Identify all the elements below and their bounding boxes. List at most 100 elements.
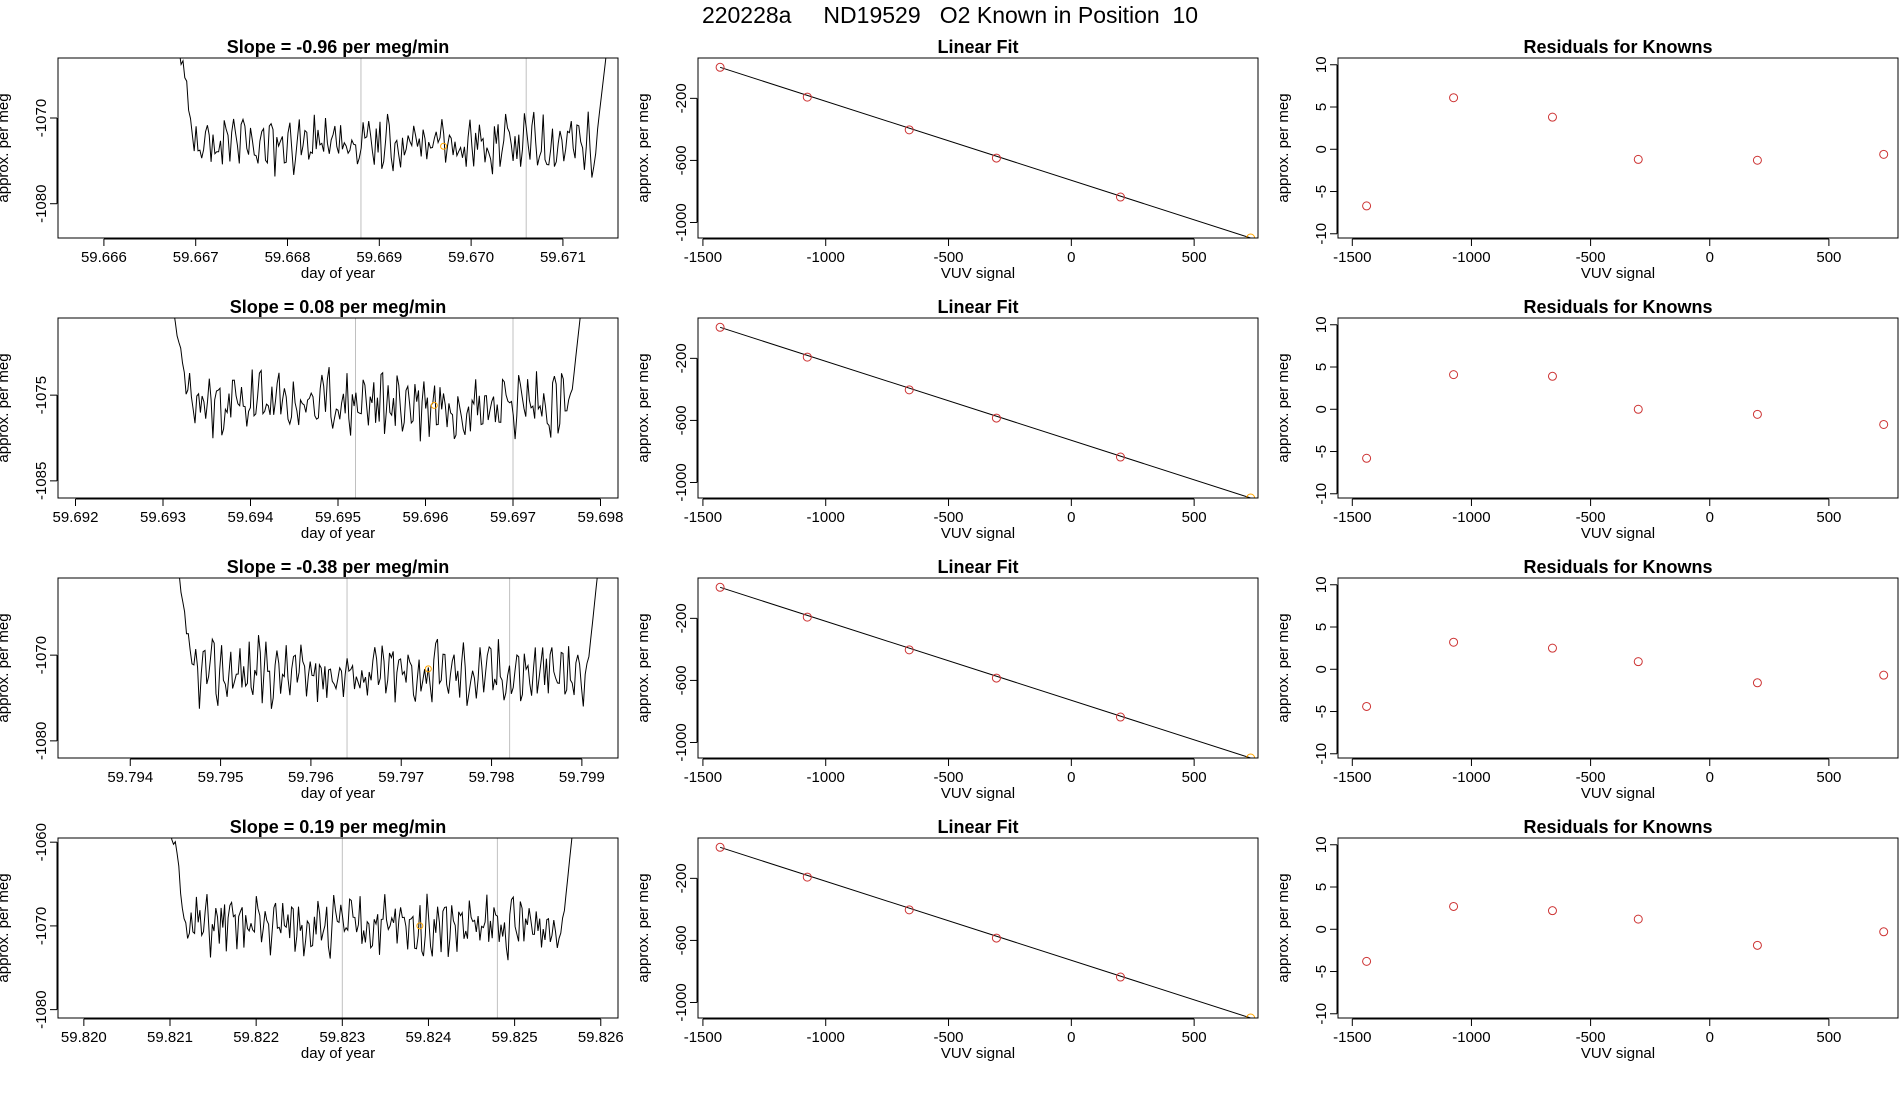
x-axis-label: day of year (301, 785, 375, 802)
plot-frame (697, 837, 1259, 1019)
panel-title: Linear Fit (937, 557, 1018, 577)
data-point (715, 842, 725, 852)
y-axis-label: approx. per meg (0, 93, 12, 202)
data-point (1362, 201, 1372, 211)
highlight-marker (424, 665, 432, 673)
data-point (715, 582, 725, 592)
y-axis-label: approx. per meg (635, 613, 652, 722)
linear-fit-row4-panel: Linear Fit -1500 -1000 -500 0 500 VUV signal -2… (635, 817, 1259, 1062)
plot-frame (57, 837, 619, 1019)
y-axis-label: approx. per meg (635, 873, 652, 982)
y-axis-label: approx. per meg (635, 93, 652, 202)
x-tick-label: -1000 (807, 769, 845, 786)
x-tick-label: 59.826 (578, 1029, 624, 1046)
panel-title: Linear Fit (937, 297, 1018, 317)
panel-title: Slope = 0.19 per meg/min (230, 817, 447, 837)
data-point (1879, 927, 1889, 937)
data-point (1633, 404, 1643, 414)
data-point (1449, 93, 1459, 103)
y-tick-label: 5 (1313, 103, 1330, 111)
y-tick-label: 5 (1313, 363, 1330, 371)
x-tick-label: 59.693 (140, 509, 186, 526)
x-tick-label: 59.795 (198, 769, 244, 786)
x-tick-label: -1500 (684, 249, 722, 266)
data-point (1115, 712, 1125, 722)
y-tick-label: -600 (673, 925, 690, 955)
x-axis-label: day of year (301, 1045, 375, 1062)
x-tick-label: 59.821 (147, 1029, 193, 1046)
data-point (1879, 149, 1889, 159)
y-axis-label: approx. per meg (635, 353, 652, 462)
x-tick-label: 59.798 (469, 769, 515, 786)
y-axis-label: approx. per meg (1275, 353, 1292, 462)
y-tick-label: -1075 (33, 376, 50, 414)
x-tick-label: 500 (1816, 509, 1841, 526)
x-tick-label: -1500 (684, 1029, 722, 1046)
x-tick-label: 59.669 (356, 249, 402, 266)
data-point (1115, 192, 1125, 202)
data-point (802, 352, 812, 362)
x-tick-label: -500 (1576, 249, 1606, 266)
plot-frame (57, 577, 619, 759)
x-tick-label: 59.695 (315, 509, 361, 526)
data-point (1246, 493, 1256, 498)
time-series-row3-plot-area (179, 578, 598, 758)
y-tick-label: -5 (1313, 705, 1330, 718)
fit-line (719, 846, 1251, 1018)
time-series-row4-plot-area (171, 838, 573, 1018)
x-tick-label: -1000 (1452, 769, 1490, 786)
data-point (904, 905, 914, 915)
y-tick-label: 10 (1313, 576, 1330, 593)
data-point (715, 62, 725, 72)
linear-fit-row2-panel: Linear Fit -1500 -1000 -500 0 500 VUV signal -2… (635, 297, 1259, 542)
panel-title: Linear Fit (937, 817, 1018, 837)
y-tick-label: -1070 (33, 99, 50, 137)
x-tick-label: 59.794 (107, 769, 153, 786)
x-tick-label: 59.696 (403, 509, 449, 526)
y-axis-label: approx. per meg (1275, 613, 1292, 722)
y-tick-label: -10 (1313, 223, 1330, 245)
y-tick-label: -200 (673, 343, 690, 373)
figure-title: 220228a ND19529 O2 Known in Position 10 (701, 2, 1199, 28)
residuals-row4-plot-area (1362, 901, 1889, 966)
panel-title: Slope = -0.38 per meg/min (227, 557, 450, 577)
data-point (1752, 678, 1762, 688)
y-axis-label: approx. per meg (0, 873, 12, 982)
y-tick-label: 10 (1313, 56, 1330, 73)
data-point (1449, 901, 1459, 911)
highlight-marker (440, 142, 448, 150)
data-point (1633, 657, 1643, 667)
y-tick-label: -10 (1313, 483, 1330, 505)
x-tick-label: -500 (1576, 1029, 1606, 1046)
time-series-row2-panel: Slope = 0.08 per meg/min 59.692 59.693 59.6… (0, 297, 623, 542)
time-series-row1-plot-area (179, 58, 607, 238)
data-point (802, 872, 812, 882)
y-axis-label: approx. per meg (1275, 93, 1292, 202)
plot-frame (1337, 317, 1899, 499)
data-point (1115, 972, 1125, 982)
y-tick-label: -1000 (673, 203, 690, 241)
plot-frame (697, 317, 1259, 499)
x-tick-label: 500 (1816, 249, 1841, 266)
panel-title: Residuals for Knowns (1523, 817, 1712, 837)
fit-line (719, 66, 1251, 238)
y-tick-label: -600 (673, 665, 690, 695)
data-point (1449, 637, 1459, 647)
y-tick-label: -5 (1313, 965, 1330, 978)
panel-title: Linear Fit (937, 37, 1018, 57)
panel-title: Residuals for Knowns (1523, 557, 1712, 577)
y-tick-label: -600 (673, 145, 690, 175)
linear-fit-row4-plot-area (715, 842, 1256, 1018)
x-tick-label: 500 (1816, 1029, 1841, 1046)
x-tick-label: 0 (1067, 1029, 1075, 1046)
x-tick-label: 500 (1182, 249, 1207, 266)
data-point (1246, 1013, 1256, 1018)
linear-fit-row1-plot-area (715, 62, 1256, 238)
time-series-row2-plot-area (174, 318, 581, 498)
data-trace (179, 578, 598, 709)
y-tick-label: -1080 (33, 722, 50, 760)
data-point (991, 933, 1001, 943)
residuals-row4-panel: Residuals for Knowns -1500 -1000 -500 0 500 VU… (1275, 817, 1899, 1062)
y-tick-label: 0 (1313, 665, 1330, 673)
data-point (1246, 753, 1256, 758)
